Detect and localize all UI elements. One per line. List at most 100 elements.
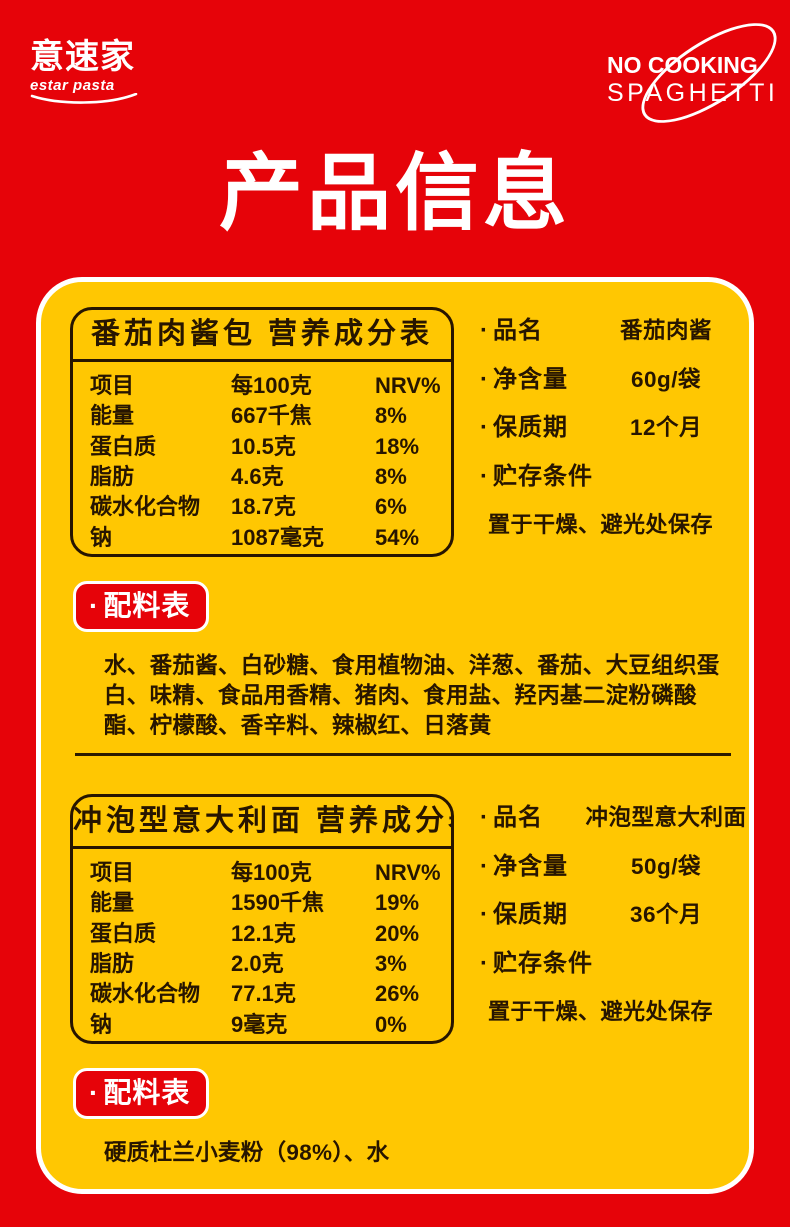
nutrient-name: 碳水化合物 [90, 494, 201, 520]
bullet-dot: · [89, 1077, 100, 1109]
nutrient-name: 蛋白质 [90, 920, 157, 946]
info-label-text: 净含量 [493, 852, 568, 880]
col-per100g-header: 每100克 [231, 860, 312, 886]
sauce-info-list: · 品名 番茄肉酱 · 净含量 60g/袋 · 保质期 12个月 · 贮存条件 置于干燥… [454, 307, 749, 557]
sauce-nutrition-rows: 项目 每100克 NRV% 能量 667千焦 8% 蛋白质 10.5克 18% [73, 362, 451, 553]
section-divider [75, 753, 731, 757]
bullet-dot: · [480, 414, 489, 442]
bullet-dot: · [480, 949, 489, 977]
nutrient-amount: 667千焦 [231, 403, 312, 429]
info-row: · 品名 番茄肉酱 [480, 316, 749, 346]
nutrient-nrv: 54% [375, 524, 420, 550]
nutrition-header-row: 项目 每100克 NRV% [90, 858, 441, 888]
sauce-nutrition-title: 番茄肉酱包 营养成分表 [73, 310, 451, 363]
nutrient-nrv: 8% [375, 403, 407, 429]
col-item-header: 项目 [90, 373, 135, 399]
nutrient-nrv: 20% [375, 920, 420, 946]
info-label-text: 贮存条件 [493, 949, 593, 977]
bullet-dot: · [480, 852, 489, 880]
info-value: 36个月 [629, 902, 703, 928]
bullet-dot: · [89, 590, 100, 622]
ingredients-badge-row: · 配料表 [73, 1068, 749, 1120]
nutrient-amount: 1087毫克 [231, 524, 324, 550]
info-label-text: 品名 [493, 804, 543, 832]
info-row: · 贮存条件 [480, 462, 749, 492]
nutrient-name: 能量 [90, 890, 135, 916]
info-row: · 贮存条件 [480, 949, 749, 979]
bullet-dot: · [480, 317, 489, 345]
nutrition-row: 钠 1087毫克 54% [90, 523, 439, 553]
nutrition-row: 能量 667千焦 8% [90, 401, 439, 431]
sauce-nutrition-table: 番茄肉酱包 营养成分表 项目 每100克 NRV% 能量 667千焦 8% 蛋白… [70, 307, 454, 558]
info-label: · 保质期 [480, 413, 583, 443]
pasta-nutrition-rows: 项目 每100克 NRV% 能量 1590千焦 19% 蛋白质 12.1克 20… [73, 849, 451, 1040]
nutrition-row: 脂肪 4.6克 8% [90, 462, 439, 492]
info-value: 12个月 [629, 415, 703, 441]
info-row: · 净含量 60g/袋 [480, 365, 749, 395]
ingredients-badge: · 配料表 [73, 1068, 210, 1120]
nutrient-name: 碳水化合物 [90, 981, 201, 1007]
nutrition-row: 蛋白质 12.1克 20% [90, 919, 439, 949]
nutrient-name: 脂肪 [90, 463, 135, 489]
sauce-top-row: 番茄肉酱包 营养成分表 项目 每100克 NRV% 能量 667千焦 8% 蛋白… [70, 307, 749, 558]
bullet-dot: · [480, 365, 489, 393]
info-label-text: 贮存条件 [493, 462, 593, 490]
info-label: · 贮存条件 [480, 462, 593, 492]
ingredients-badge-row: · 配料表 [73, 581, 749, 633]
col-nrv-header: NRV% [375, 860, 441, 886]
nutrient-amount: 2.0克 [231, 950, 284, 976]
nutrition-row: 蛋白质 10.5克 18% [90, 432, 439, 462]
nutrient-name: 蛋白质 [90, 433, 157, 459]
col-nrv-header: NRV% [375, 373, 441, 399]
info-value: 50g/袋 [630, 853, 702, 879]
nutrient-name: 能量 [90, 403, 135, 429]
info-label: · 净含量 [480, 852, 583, 882]
info-label: · 贮存条件 [480, 949, 593, 979]
nutrient-amount: 77.1克 [231, 981, 296, 1007]
storage-note: 置于干燥、避光处保存 [488, 512, 714, 538]
nutrition-row: 碳水化合物 18.7克 6% [90, 492, 439, 522]
nutrient-name: 钠 [90, 524, 113, 550]
nutrient-nrv: 18% [375, 433, 420, 459]
nutrient-amount: 9毫克 [231, 1011, 288, 1037]
tagline-line1: NO COOKING [607, 52, 758, 78]
ingredients-badge-label: 配料表 [103, 590, 191, 622]
pasta-ingredients-text: 硬质杜兰小麦粉（98%）、水 [104, 1140, 390, 1166]
nutrition-row: 钠 9毫克 0% [90, 1010, 439, 1040]
info-row: · 净含量 50g/袋 [480, 852, 749, 882]
info-value: 番茄肉酱 [619, 318, 712, 344]
brand-logo-cn: 意速家 [30, 38, 135, 76]
info-label: · 品名 [480, 803, 583, 833]
info-row: · 保质期 12个月 [480, 413, 749, 443]
brand-logo-en: estar pasta [30, 76, 115, 94]
nutrient-nrv: 3% [375, 950, 407, 976]
pasta-top-row: 冲泡型意大利面 营养成分表 项目 每100克 NRV% 能量 1590千焦 19… [70, 794, 749, 1045]
nutrient-amount: 4.6克 [231, 463, 284, 489]
info-label-text: 保质期 [493, 901, 568, 929]
info-row: · 品名 冲泡型意大利面 [480, 803, 749, 833]
info-value: 60g/袋 [630, 366, 702, 392]
nutrient-amount: 1590千焦 [231, 890, 324, 916]
nutrition-row: 碳水化合物 77.1克 26% [90, 979, 439, 1009]
pasta-info-list: · 品名 冲泡型意大利面 · 净含量 50g/袋 · 保质期 36个月 · 贮存条件 置… [454, 794, 749, 1044]
nutrient-amount: 18.7克 [231, 494, 296, 520]
info-label-text: 保质期 [493, 414, 568, 442]
info-label: · 品名 [480, 316, 583, 346]
ingredients-badge: · 配料表 [73, 581, 210, 633]
nutrient-nrv: 19% [375, 890, 420, 916]
bullet-dot: · [480, 804, 489, 832]
nutrient-amount: 10.5克 [231, 433, 296, 459]
pasta-nutrition-table: 冲泡型意大利面 营养成分表 项目 每100克 NRV% 能量 1590千焦 19… [70, 794, 454, 1045]
col-item-header: 项目 [90, 860, 135, 886]
nutrient-name: 钠 [90, 1011, 113, 1037]
nutrient-amount: 12.1克 [231, 920, 296, 946]
page-title: 产品信息 [218, 146, 571, 240]
underline-swoosh-icon [30, 92, 138, 104]
nutrient-nrv: 8% [375, 463, 407, 489]
product-section-sauce: 番茄肉酱包 营养成分表 项目 每100克 NRV% 能量 667千焦 8% 蛋白… [41, 307, 749, 741]
pasta-nutrition-title: 冲泡型意大利面 营养成分表 [73, 797, 451, 850]
bullet-dot: · [480, 901, 489, 929]
nutrient-nrv: 0% [375, 1011, 407, 1037]
info-label: · 保质期 [480, 900, 583, 930]
ingredients-badge-label: 配料表 [103, 1077, 191, 1109]
